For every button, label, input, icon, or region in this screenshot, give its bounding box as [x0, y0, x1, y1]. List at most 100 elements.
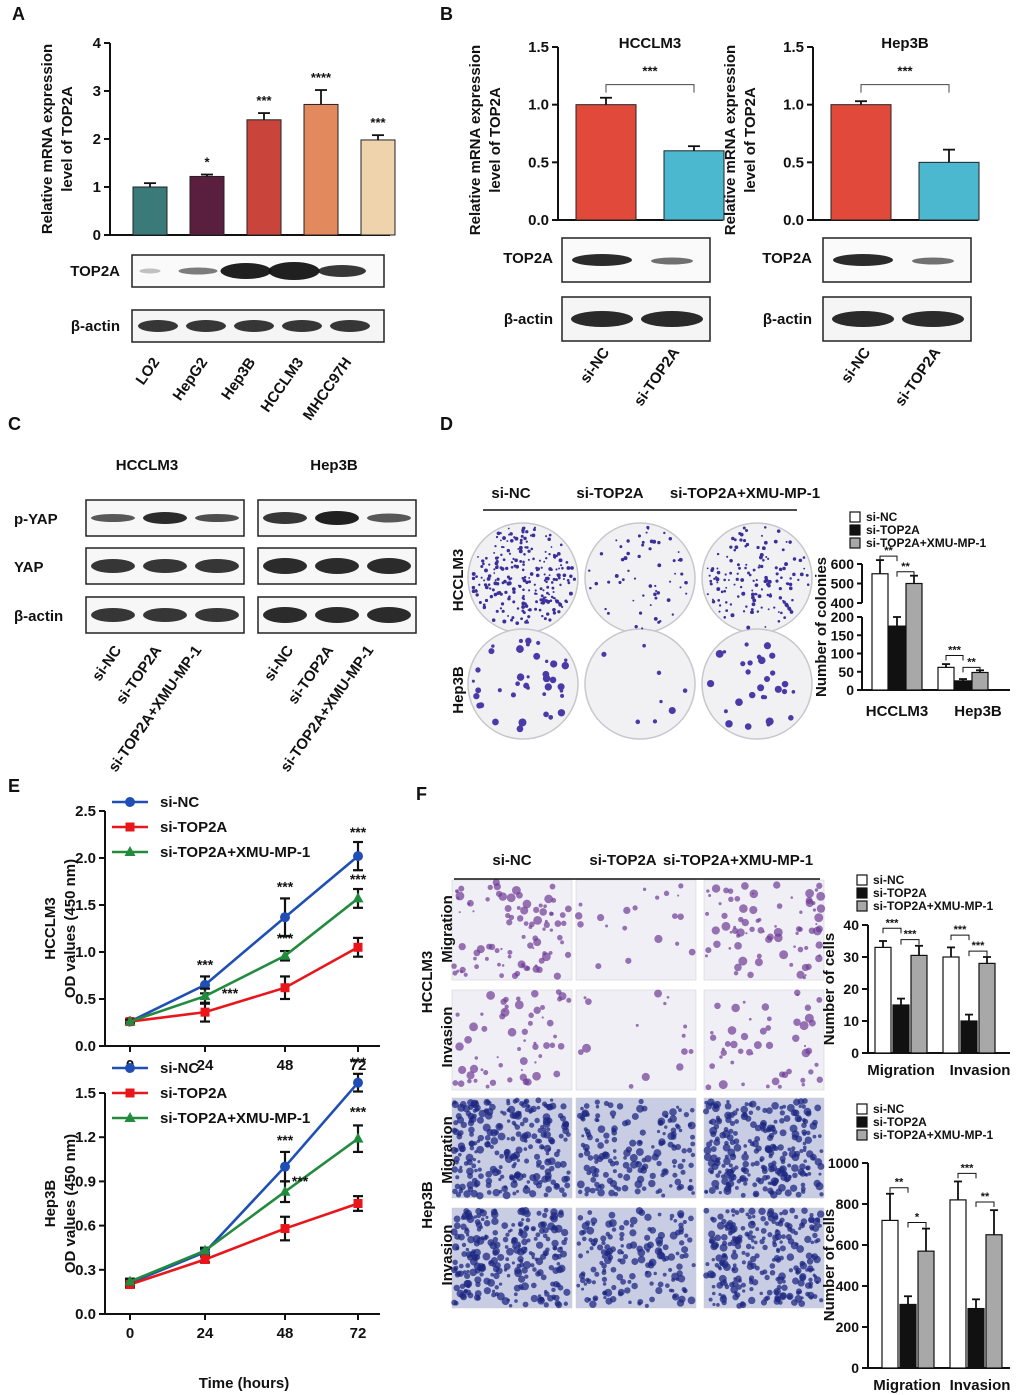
panelD-colony: [760, 606, 763, 609]
panelE-hep3b-legend-label: si-TOP2A: [160, 1085, 227, 1102]
panelD-colony: [751, 602, 756, 607]
panelF-hep3b-cell: [673, 1218, 678, 1223]
panelF-hep3b-cell: [466, 1167, 474, 1176]
panelF-hcclm3-cell: [554, 920, 562, 927]
panelD-colony: [641, 540, 645, 544]
panelF-hcclm3-cell: [532, 947, 535, 950]
panelF-hcclm3-cell: [514, 1000, 524, 1010]
panelF-hep3b-cell: [622, 1254, 629, 1260]
panelF-hep3b-cell: [517, 1221, 524, 1227]
panelF-hep3b-cell: [468, 1140, 475, 1147]
panelF-hep3b-cell: [766, 1124, 775, 1132]
panelF-hep3b-cell: [716, 1303, 720, 1307]
panelF-hep3b-cell: [619, 1236, 624, 1241]
panelF-hcclm3-cell: [721, 921, 731, 931]
panelB-hcclm3-y-tick-label: 1.0: [528, 97, 549, 114]
panelF-hcclm3-cell: [677, 894, 680, 897]
panelF-hep3b-cell: [487, 1239, 495, 1246]
panelF-hep3b-row-label: Invasion: [439, 1225, 456, 1286]
panelD-colony: [648, 584, 653, 588]
panelF-hcclm3-cell: [473, 956, 477, 961]
panelF-hep3b-cell: [731, 1266, 739, 1274]
panelF-hep3b-cell: [531, 1133, 538, 1140]
panelF-hep3b-cell: [534, 1117, 540, 1124]
panelF-hcclm3-cell: [718, 902, 722, 906]
panelF-hep3b-cell: [506, 1137, 510, 1141]
panelF-hep3b-cell: [545, 1103, 553, 1111]
panelD-colony: [781, 688, 788, 695]
panelD-colony: [480, 565, 484, 569]
panelF-hep3b-cell: [643, 1243, 652, 1251]
panelF-hep3b-cell: [797, 1279, 805, 1287]
panelF-hcclm3-cell: [733, 925, 737, 929]
panelE-hep3b-series-line-si-TOP2A+XMU-MP-1: [129, 1137, 359, 1283]
panelD-colony: [512, 557, 515, 561]
panelF-hep3b-cell: [748, 1275, 755, 1281]
panelF-hcclm3-cell: [781, 1071, 789, 1079]
panelF-hcclm3-cell: [459, 970, 464, 974]
panelE-hep3b-sig-stars: ***: [350, 1054, 367, 1070]
panelD-colony: [742, 526, 746, 530]
panelE-hcclm3-point: [199, 990, 211, 1001]
panelD-colony: [727, 579, 730, 582]
panelF-hep3b-cell: [762, 1107, 768, 1113]
panelD-colony: [729, 571, 733, 575]
panelF-hep3b-cell: [531, 1256, 535, 1260]
panelF-hep3b-cell: [656, 1251, 665, 1260]
panelF-hep3b-cell: [581, 1222, 590, 1230]
panelD-colony: [781, 548, 785, 552]
panelF-hep3b-cell: [800, 1189, 806, 1194]
panelB-hep3b-y-label-line2: level of TOP2A: [742, 87, 759, 193]
panelF-hep3b-cell: [581, 1110, 588, 1117]
panel-letter-E: E: [8, 776, 20, 796]
panelF-hcclm3-cell: [635, 1023, 639, 1027]
panelF-hep3b-cell: [729, 1139, 736, 1146]
panelF-hcclm3-y-tick-label: 40: [843, 917, 859, 933]
panelF-hep3b-cell: [511, 1112, 519, 1120]
panelF-hcclm3-cell: [494, 948, 500, 954]
panelF-hep3b-cell: [476, 1145, 485, 1154]
panelF-hep3b-cell: [467, 1292, 474, 1299]
panelF-hep3b-cell: [524, 1184, 529, 1189]
panelF-hep3b-cell: [499, 1174, 505, 1179]
panelE-hep3b-legend-marker: [125, 1088, 135, 1098]
panelD-colony: [763, 642, 771, 650]
panelF-hcclm3-cell: [771, 1077, 780, 1086]
panelE-hep3b-legend-marker: [124, 1112, 136, 1122]
panelF-hep3b-cell: [661, 1110, 669, 1118]
panelF-hep3b-cell: [545, 1236, 551, 1242]
panelD-colony: [484, 598, 489, 603]
panelB-hcclm3-sig-bracket: [605, 84, 695, 93]
panelF-hep3b-cell: [735, 1108, 739, 1112]
panelE-hcclm3-series-line-si-NC: [129, 855, 359, 1023]
panelD-colony: [517, 548, 520, 550]
panelF-hep3b-cell: [688, 1215, 694, 1222]
panelD-colony: [715, 577, 720, 582]
panelD-colony: [601, 651, 607, 657]
panelF-hcclm3-cell: [734, 942, 742, 950]
panelF-hep3b-cell: [612, 1149, 617, 1153]
panelE-hep3b-point: [353, 1077, 363, 1088]
panelF-hcclm3-cell: [681, 1048, 688, 1055]
panelF-hep3b-cell: [812, 1134, 817, 1139]
panelF-hcclm3-cell: [498, 1062, 504, 1068]
panelF-hep3b-cell: [453, 1215, 461, 1223]
panelF-hep3b-cell: [760, 1299, 768, 1306]
panelF-hep3b-cell: [576, 1241, 582, 1246]
panelF-hep3b-cell: [629, 1153, 638, 1162]
panelF-hcclm3-cell: [815, 954, 823, 963]
panelF-hep3b-cell: [468, 1126, 475, 1134]
panelF-hep3b-cell: [581, 1287, 585, 1291]
panelF-hcclm3-cell: [467, 902, 471, 906]
panelF-hcclm3-cell: [511, 972, 519, 979]
panelF-hcclm3-cell: [816, 1076, 823, 1083]
panelD-colony: [492, 718, 499, 726]
panelF-hep3b-cell: [703, 1272, 710, 1279]
panelF-hep3b-cell: [723, 1263, 731, 1272]
panelF-hcclm3-cell: [458, 885, 465, 892]
panelF-hep3b-cell: [487, 1100, 492, 1106]
panelD-colony: [510, 561, 514, 564]
panelF-hep3b-cell: [563, 1137, 568, 1142]
panelF-hcclm3-cell: [805, 899, 814, 908]
panelD-colony: [742, 539, 747, 543]
